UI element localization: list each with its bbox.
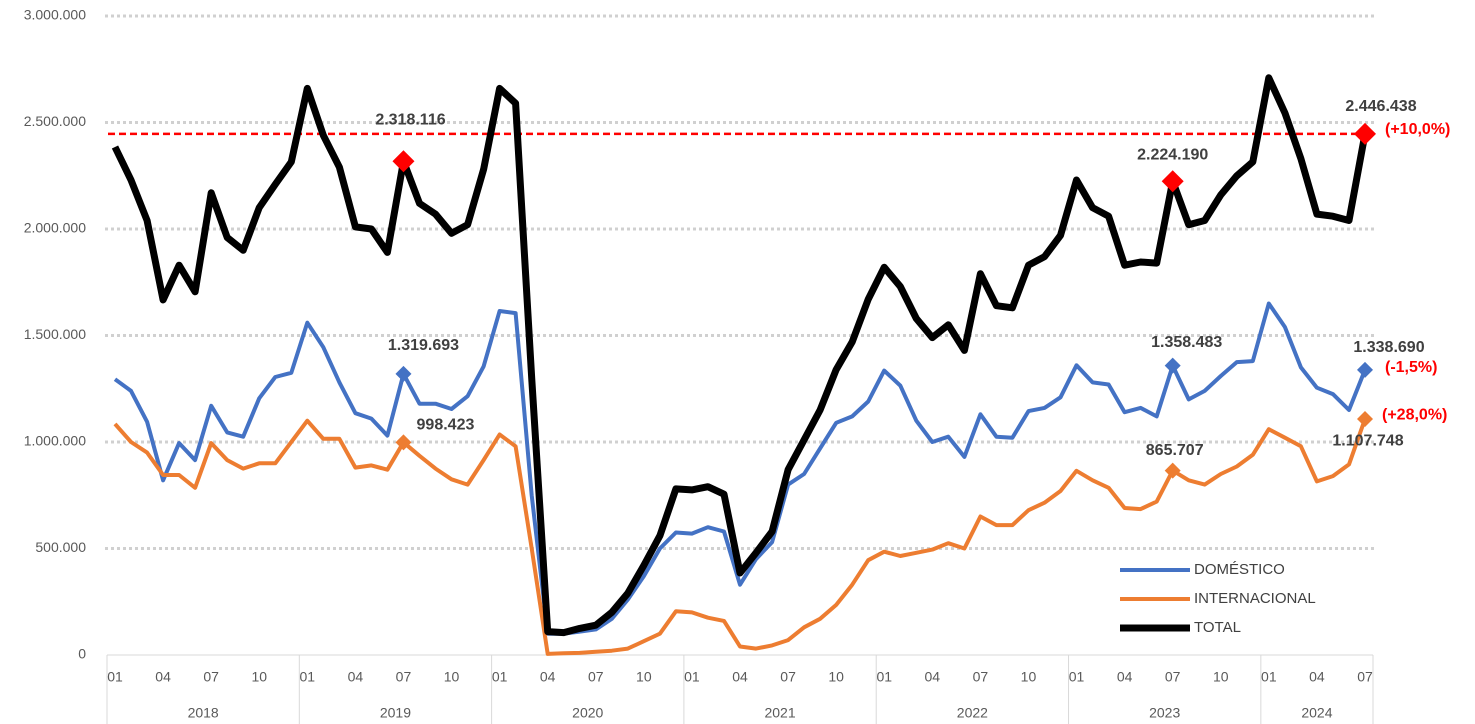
x-tick-label: 07	[203, 669, 219, 685]
x-tick-label: 01	[684, 669, 700, 685]
value-label: 865.707	[1146, 442, 1204, 459]
legend-label: TOTAL	[1194, 619, 1241, 636]
x-tick-label: 04	[1117, 669, 1133, 685]
x-tick-label: 07	[396, 669, 412, 685]
change-label: (+10,0%)	[1385, 121, 1450, 138]
x-tick-label: 07	[973, 669, 989, 685]
point-marker	[1164, 462, 1181, 479]
point-marker	[1354, 122, 1376, 145]
x-tick-label: 04	[155, 669, 171, 685]
year-label: 2023	[1149, 705, 1180, 721]
x-tick-label: 10	[636, 669, 652, 685]
legend-label: INTERNACIONAL	[1194, 590, 1316, 607]
x-tick-label: 01	[492, 669, 508, 685]
year-label: 2019	[380, 705, 411, 721]
y-tick-label: 2.500.000	[24, 113, 86, 129]
x-tick-label: 01	[1069, 669, 1085, 685]
point-marker	[1357, 411, 1373, 428]
change-label: (-1,5%)	[1385, 359, 1437, 376]
x-tick-label: 10	[251, 669, 267, 685]
series-line	[111, 74, 1369, 637]
x-tick-label: 04	[732, 669, 748, 685]
value-label: 2.318.116	[375, 111, 445, 128]
x-tick-label: 10	[1021, 669, 1037, 685]
series-line	[113, 301, 1367, 636]
y-tick-label: 0	[78, 646, 86, 662]
point-marker	[392, 150, 415, 173]
x-tick-label: 07	[1357, 669, 1373, 685]
year-label: 2022	[957, 705, 988, 721]
y-tick-label: 1.000.000	[24, 433, 86, 449]
point-marker	[1357, 361, 1373, 378]
value-label: 1.338.690	[1353, 339, 1424, 356]
x-tick-label: 07	[1165, 669, 1181, 685]
y-tick-label: 1.500.000	[24, 326, 86, 342]
value-label: 1.319.693	[388, 337, 459, 354]
y-tick-label: 3.000.000	[24, 7, 86, 23]
year-label: 2024	[1301, 705, 1332, 721]
point-marker	[395, 365, 412, 382]
value-label: 2.224.190	[1137, 146, 1208, 163]
x-tick-label: 10	[828, 669, 844, 685]
year-label: 2018	[188, 705, 219, 721]
legend-label: DOMÉSTICO	[1194, 561, 1285, 578]
series-line	[113, 418, 1367, 656]
x-tick-label: 04	[348, 669, 364, 685]
x-tick-label: 07	[588, 669, 604, 685]
point-marker	[1161, 170, 1184, 193]
x-tick-label: 01	[300, 669, 316, 685]
value-label: 998.423	[417, 417, 475, 434]
value-label: 1.107.748	[1332, 432, 1403, 449]
x-tick-label: 10	[1213, 669, 1229, 685]
y-tick-label: 500.000	[35, 539, 86, 555]
x-tick-label: 01	[876, 669, 892, 685]
x-tick-label: 07	[780, 669, 796, 685]
x-tick-label: 01	[107, 669, 123, 685]
x-tick-label: 04	[925, 669, 941, 685]
x-tick-label: 04	[540, 669, 556, 685]
point-marker	[395, 434, 412, 451]
year-label: 2021	[764, 705, 795, 721]
x-tick-label: 04	[1309, 669, 1325, 685]
year-label: 2020	[572, 705, 603, 721]
value-label: 1.358.483	[1151, 334, 1222, 351]
x-tick-label: 10	[444, 669, 460, 685]
change-label: (+28,0%)	[1382, 406, 1447, 423]
y-tick-label: 2.000.000	[24, 220, 86, 236]
x-tick-label: 01	[1261, 669, 1277, 685]
value-label: 2.446.438	[1345, 98, 1416, 115]
point-marker	[1164, 357, 1181, 374]
